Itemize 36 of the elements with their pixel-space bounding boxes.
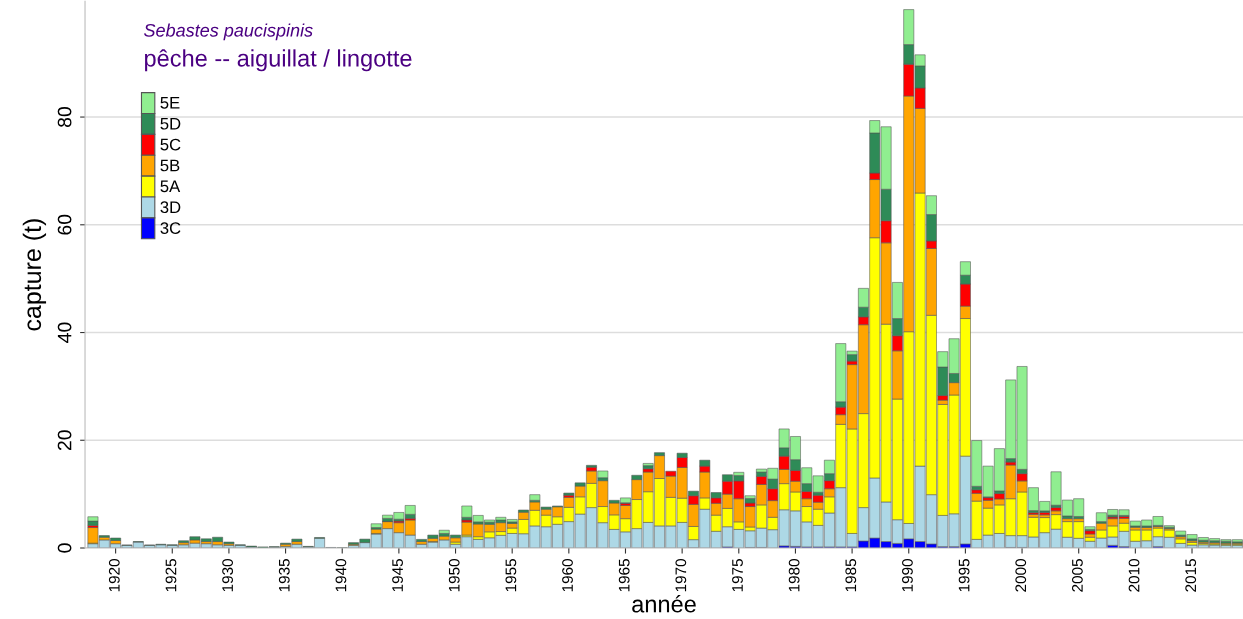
x-tick-label: 1975	[732, 559, 743, 592]
x-tick-label: 1995	[958, 559, 970, 592]
x-tick-label: 1920	[108, 559, 120, 592]
text: pêche -- aiguillat / lingotte	[145, 49, 412, 72]
x-tick-label: 2005	[1071, 559, 1083, 592]
x-tick-label: 1950	[448, 559, 460, 592]
y-tick-label: 0	[57, 543, 72, 553]
legend-label: 3D	[160, 201, 181, 214]
y-tick-label: 60	[57, 214, 72, 235]
y-tick-label: 40	[57, 322, 72, 343]
y-tick-label: 20	[57, 430, 72, 451]
x-tick-label: 1990	[902, 559, 913, 592]
x-tick-label: 1960	[562, 559, 573, 592]
legend-label: 5D	[160, 117, 181, 130]
x-tick-label: 1980	[788, 559, 800, 592]
x-tick-label: 1945	[392, 559, 403, 592]
x-tick-label: 1925	[165, 559, 177, 592]
x-tick-label: 2010	[1128, 559, 1140, 592]
x-tick-label: 1985	[845, 559, 857, 592]
x-axis-title: année	[632, 594, 696, 613]
legend-label: 5E	[160, 97, 180, 109]
legend-label: 5C	[160, 138, 181, 151]
y-axis-title: capture (t)	[22, 219, 47, 331]
x-tick-label: 1930	[222, 559, 234, 592]
x-tick-label: 2000	[1015, 559, 1027, 592]
x-tick-label: 1965	[618, 559, 630, 592]
legend-label: 3C	[160, 222, 181, 234]
legend-label: 5A	[160, 180, 181, 193]
x-tick-label: 1955	[505, 559, 517, 592]
x-tick-label: 1935	[278, 559, 290, 592]
y-tick-label: 80	[57, 107, 72, 128]
x-tick-label: 1940	[335, 559, 347, 592]
legend-label: 5B	[160, 159, 180, 172]
text: Sebastes paucispinis	[144, 23, 313, 41]
x-tick-label: 2015	[1185, 559, 1197, 592]
x-tick-label: 1970	[675, 559, 687, 592]
